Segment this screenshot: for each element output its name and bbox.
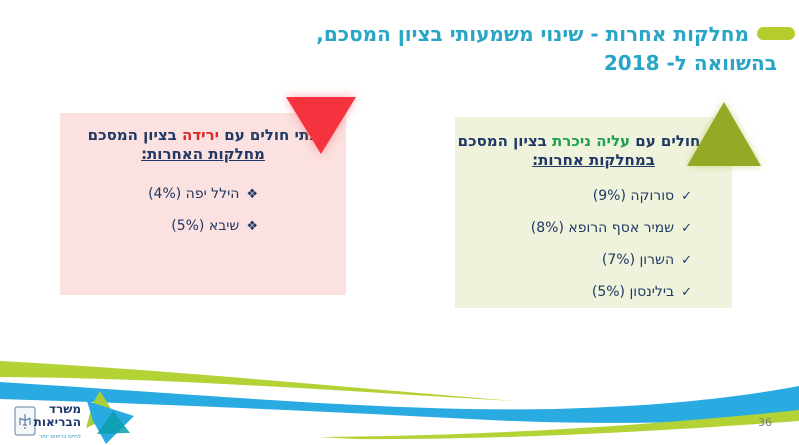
checkmark-bullet-icon: ✓ — [681, 221, 692, 236]
list-item: ✓ בילינסון (5%) — [455, 276, 692, 308]
title-line-1: מחלקות אחרות - שינוי משמעותי בציון המסכם… — [316, 22, 749, 46]
decrease-header-prefix: בתי חולים עם — [219, 126, 319, 144]
state-emblem-icon — [14, 406, 36, 436]
ministry-name-line2: הבריאות — [33, 415, 81, 429]
list-item: ❖ שיבא (5%) — [60, 210, 258, 242]
slide-title: מחלקות אחרות - שינוי משמעותי בציון המסכם… — [25, 20, 795, 78]
page-number: 36 — [758, 416, 772, 429]
increase-hospital-list: ✓ סורוקה (9%) ✓ שמיר אסף הרופא (8%) ✓ השרון… — [455, 180, 732, 308]
ministry-logo-star-icon — [86, 391, 134, 444]
title-line-2: בהשוואה ל- 2018 — [603, 51, 777, 75]
hospital-score-change: שמיר אסף הרופא (8%) — [530, 220, 675, 236]
hospital-score-change: סורוקה (9%) — [592, 188, 675, 204]
increase-box: בתי חולים עם עליה ניכרת בציון המסכם במחל… — [455, 117, 732, 308]
list-item: ✓ שמיר אסף הרופא (8%) — [455, 212, 692, 244]
decrease-hospital-list: ❖ הילל יפה (4%) ❖ שיבא (5%) — [60, 178, 346, 242]
increase-header-line2: במחלקות אחרות: — [532, 151, 655, 169]
hospital-score-change: שיבא (5%) — [171, 218, 240, 234]
increase-header-highlight: עליה ניכרת — [552, 132, 631, 150]
hospital-score-change: בילינסון (5%) — [591, 284, 675, 300]
increase-header-suffix: בציון המסכם — [457, 132, 553, 150]
decrease-triangle-icon — [286, 97, 356, 154]
hospital-score-change: הילל יפה (4%) — [148, 186, 240, 202]
diamond-bullet-icon: ❖ — [246, 219, 258, 234]
checkmark-bullet-icon: ✓ — [681, 253, 692, 268]
title-bullet-icon — [757, 27, 795, 40]
checkmark-bullet-icon: ✓ — [681, 285, 692, 300]
decrease-header-suffix: בציון המסכם — [87, 126, 183, 144]
checkmark-bullet-icon: ✓ — [681, 189, 692, 204]
footer-swoosh-decoration — [0, 361, 799, 440]
diamond-bullet-icon: ❖ — [246, 187, 258, 202]
ministry-tagline: לחיים בריאים יותר — [39, 434, 81, 440]
list-item: ✓ סורוקה (9%) — [455, 180, 692, 212]
hospital-score-change: השרון (7%) — [601, 252, 675, 268]
list-item: ❖ הילל יפה (4%) — [60, 178, 258, 210]
ministry-logo-text: משרד הבריאות לחיים בריאים יותר — [0, 403, 81, 444]
decrease-box: בתי חולים עם ירידה בציון המסכם מחלקות הא… — [60, 113, 346, 295]
decrease-box-header: בתי חולים עם ירידה בציון המסכם מחלקות הא… — [60, 126, 346, 164]
list-item: ✓ השרון (7%) — [455, 244, 692, 276]
ministry-name-line1: משרד — [48, 402, 81, 416]
decrease-header-line1: בתי חולים עם ירידה בציון המסכם — [60, 126, 346, 145]
decrease-header-highlight: ירידה — [182, 126, 220, 144]
increase-triangle-icon — [687, 102, 761, 166]
decrease-header-line2: מחלקות האחרות: — [141, 145, 265, 163]
